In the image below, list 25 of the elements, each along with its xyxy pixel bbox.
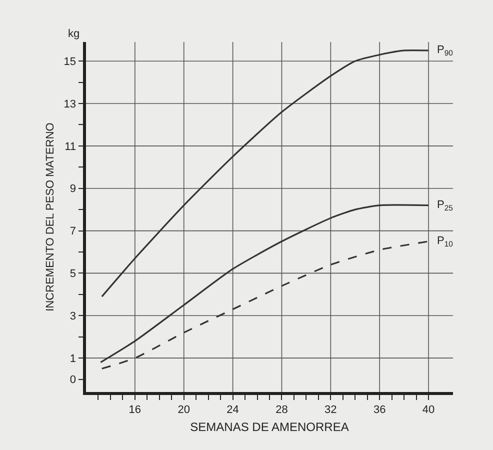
y-tick-label: 3 xyxy=(70,310,76,322)
line-series xyxy=(100,204,430,364)
y-tick-label: 15 xyxy=(64,56,76,68)
series-label: P$_{90}$ xyxy=(437,44,453,58)
y-tick-label: 9 xyxy=(70,183,76,196)
y-tick-label: 11 xyxy=(64,140,76,153)
x-tick-label: 32 xyxy=(324,404,337,416)
y-tick-label: 13 xyxy=(64,98,76,110)
y-tick-label: 1 xyxy=(70,352,76,365)
y-tick-label: 7 xyxy=(70,226,76,238)
x-tick-label: 36 xyxy=(373,404,386,416)
x-tick-label: 20 xyxy=(178,404,190,416)
text: kg xyxy=(68,28,80,40)
line-series xyxy=(101,49,430,298)
x-tick-label: 28 xyxy=(276,404,288,416)
series-label: P$_{10}$ xyxy=(437,235,453,248)
x-axis-title: SEMANAS DE AMENORREA xyxy=(190,420,349,434)
x-tick-label: 40 xyxy=(422,404,435,416)
series-label: P$_{25}$ xyxy=(437,199,453,212)
x-tick-label: 16 xyxy=(128,404,142,416)
line-series xyxy=(101,240,430,370)
x-tick-label: 24 xyxy=(226,404,239,416)
y-axis-title: INCREMENTO DEL PESO MATERNO xyxy=(44,122,56,312)
y-tick-label: 5 xyxy=(70,268,76,280)
y-tick-label: 0 xyxy=(70,374,76,386)
